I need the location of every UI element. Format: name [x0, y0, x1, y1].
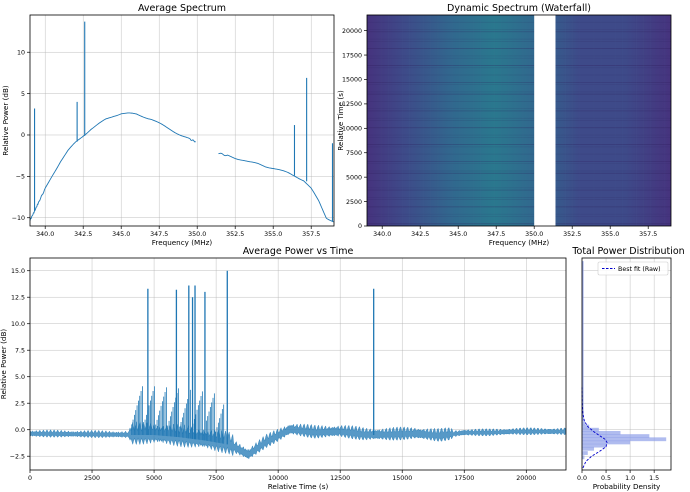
histogram-bar — [582, 434, 650, 438]
x-tick-label: 352.5 — [563, 231, 581, 238]
y-tick-label: 5000 — [346, 174, 362, 181]
y-tick-label: 12.5 — [11, 294, 25, 301]
histogram-bar — [582, 451, 588, 455]
plot-frame — [29, 257, 567, 471]
legend: Best fit (Raw) — [597, 261, 669, 276]
plot-area — [30, 270, 566, 460]
histogram-bar — [582, 430, 621, 435]
waterfall-axes: 340.0 342.5 345.0 347.5 350.0 352.5 355.0 357.5… — [336, 3, 672, 247]
legend-label: Best fit (Raw) — [618, 266, 661, 273]
histogram-bar — [582, 427, 599, 432]
y-tick-label: 2.5 — [15, 400, 25, 407]
plot-frame — [581, 257, 672, 471]
chart-title: Total Power Distribution — [571, 246, 684, 257]
x-tick-label: 2500 — [84, 475, 100, 482]
y-tick-label: 15000 — [342, 77, 362, 84]
y-tick-label: −5 — [16, 174, 25, 181]
x-axis-label: Relative Time (s) — [268, 482, 329, 491]
y-tick-label: 15.0 — [11, 268, 25, 275]
x-tick-label: 357.5 — [639, 231, 657, 238]
y-tick-label: 10000 — [342, 126, 362, 133]
histogram-bar — [582, 421, 585, 426]
x-tick-label: 17500 — [454, 475, 474, 482]
y-tick-label: 0 — [358, 223, 362, 230]
y-tick-label: −2.5 — [10, 453, 25, 460]
x-tick-label: 357.5 — [302, 231, 320, 238]
chart-title: Average Spectrum — [138, 3, 226, 14]
y-axis-label: Relative Power (dB) — [0, 329, 8, 400]
chart-title: Average Power vs Time — [243, 246, 354, 257]
x-tick-label: 0.5 — [601, 475, 611, 482]
histogram-bar — [582, 437, 667, 442]
x-tick-label: 15000 — [392, 475, 412, 482]
histogram-bar — [582, 455, 585, 460]
x-tick-label: 0.0 — [577, 475, 587, 482]
x-axis-label: Frequency (MHz) — [152, 238, 213, 247]
histogram-bar — [582, 446, 595, 451]
x-axis-label: Frequency (MHz) — [489, 238, 550, 247]
x-tick-label: 0 — [28, 475, 32, 482]
best-fit-curve — [581, 387, 608, 469]
spectrum-line — [30, 112, 196, 221]
x-tick-label: 347.5 — [150, 231, 168, 238]
y-tick-label: 5 — [21, 91, 25, 98]
avg_spectrum-axes: 340.0 342.5 345.0 347.5 350.0 352.5 355.0 357.5… — [1, 3, 335, 247]
x-tick-label: 355.0 — [264, 231, 282, 238]
y-tick-label: 5.0 — [15, 374, 25, 381]
x-tick-label: 7500 — [208, 475, 224, 482]
histogram-bar — [582, 424, 590, 429]
plot-frame — [366, 14, 672, 227]
x-tick-label: 345.0 — [449, 231, 467, 238]
x-tick-label: 342.5 — [411, 231, 429, 238]
x-tick-label: 340.0 — [36, 231, 54, 238]
plot-area — [30, 21, 334, 223]
x-tick-label: 342.5 — [74, 231, 92, 238]
x-tick-label: 345.0 — [112, 231, 130, 238]
y-axis-label: Relative Time (s) — [336, 90, 345, 151]
y-tick-label: 7.5 — [15, 347, 25, 354]
x-tick-label: 347.5 — [487, 231, 505, 238]
waterfall-heatmap — [367, 15, 671, 226]
x-tick-label: 355.0 — [601, 231, 619, 238]
y-tick-label: 2500 — [346, 199, 362, 206]
x-tick-label: 350.0 — [525, 231, 543, 238]
x-tick-label: 1.0 — [625, 475, 635, 482]
x-tick-label: 12500 — [330, 475, 350, 482]
y-tick-label: 17500 — [342, 52, 362, 59]
y-tick-label: 7500 — [346, 150, 362, 157]
x-tick-label: 1.5 — [649, 475, 659, 482]
y-tick-label: 20000 — [342, 28, 362, 35]
histogram-bar — [582, 440, 631, 445]
power-noise-band — [30, 421, 566, 460]
y-tick-label: −10 — [12, 215, 25, 222]
x-tick-label: 350.0 — [188, 231, 206, 238]
y-tick-label: 12500 — [342, 101, 362, 108]
power_vs_time-axes: 0 2500 5000 7500 10000 12500 15000 17500 20000 −2… — [0, 246, 567, 491]
x-axis-label: Probability Density — [593, 482, 661, 491]
y-tick-label: 10.0 — [11, 321, 25, 328]
y-tick-label: 0 — [21, 132, 25, 139]
histogram-bar — [582, 443, 607, 448]
legend-box — [597, 261, 669, 276]
waterfall-gap — [534, 15, 556, 226]
y-tick-label: 10 — [17, 49, 25, 56]
x-tick-label: 10000 — [268, 475, 288, 482]
y-axis-label: Relative Power (dB) — [1, 85, 10, 156]
plot-frame — [29, 14, 335, 227]
y-tick-label: 0.0 — [15, 427, 25, 434]
x-tick-label: 20000 — [516, 475, 536, 482]
x-tick-label: 340.0 — [373, 231, 391, 238]
spectrum-line — [218, 152, 334, 223]
x-tick-label: 5000 — [146, 475, 162, 482]
chart-title: Dynamic Spectrum (Waterfall) — [447, 3, 591, 14]
x-tick-label: 352.5 — [226, 231, 244, 238]
power_distribution-axes: 0.0 0.5 1.0 1.5 Total Power Distribution Prob… — [571, 246, 684, 491]
